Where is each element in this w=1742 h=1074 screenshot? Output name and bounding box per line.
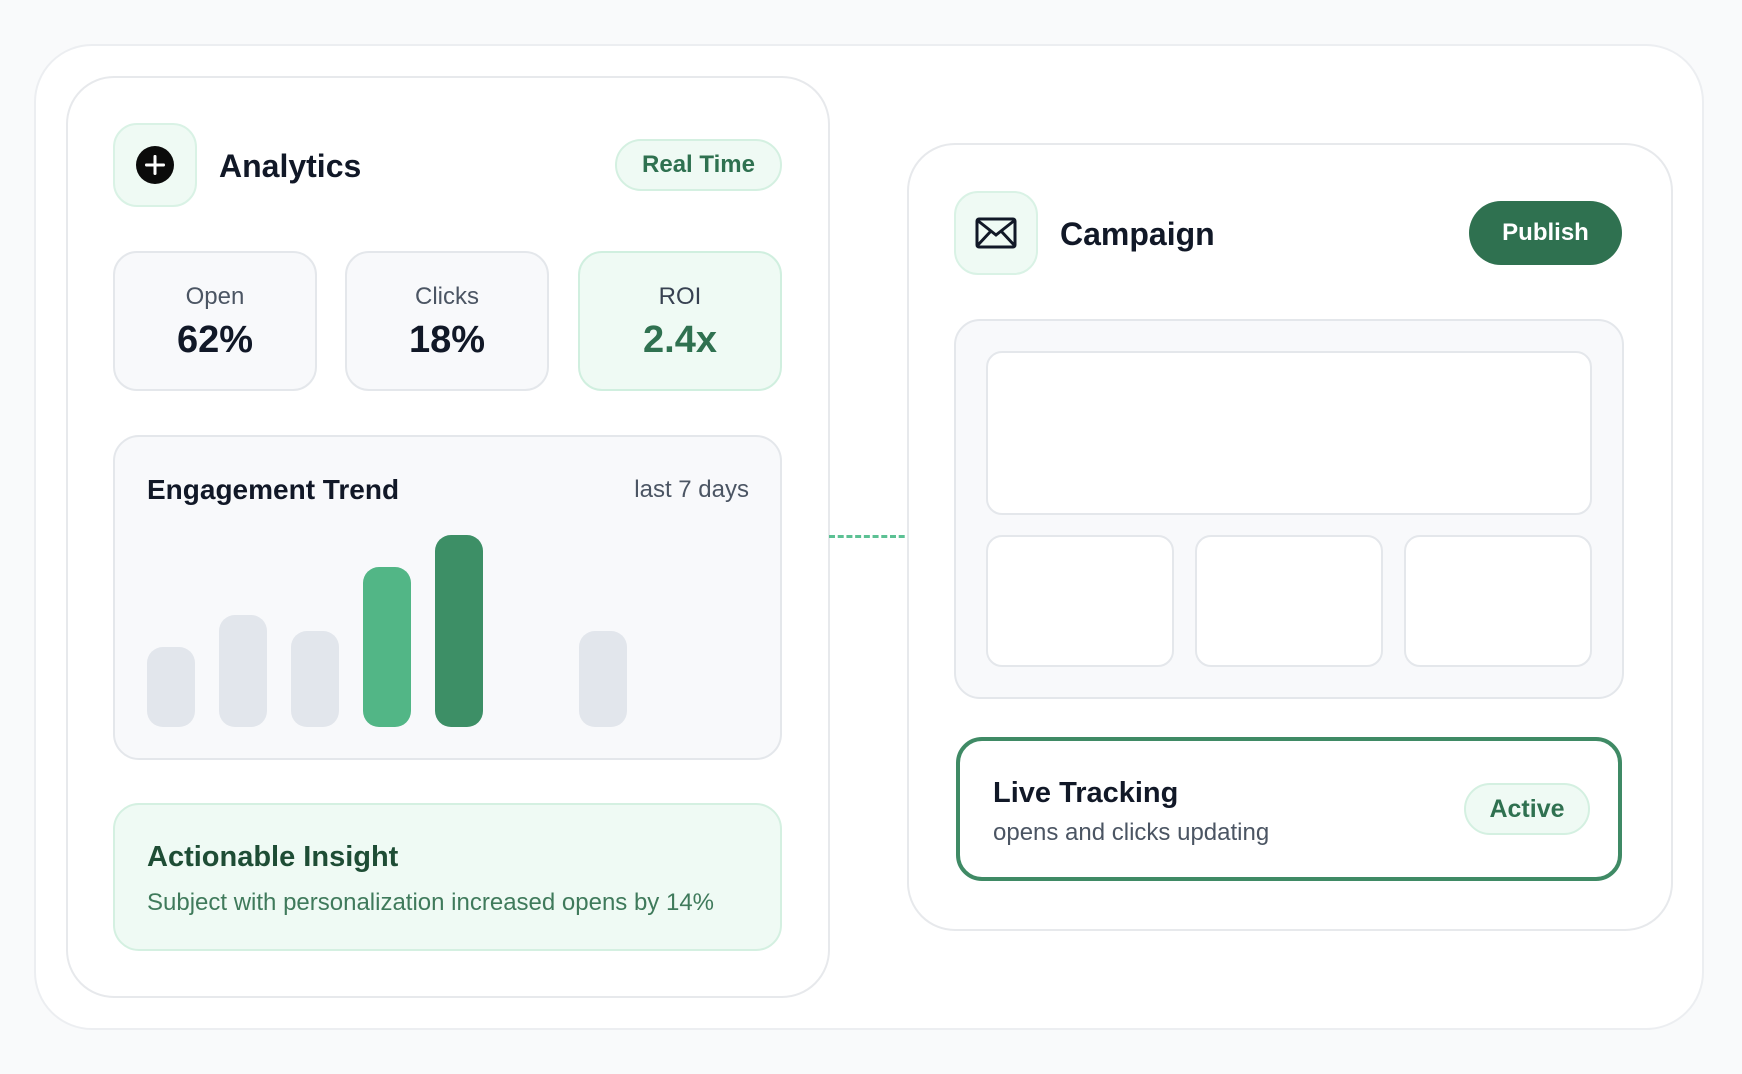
chart-bar <box>435 535 483 727</box>
status-badge: Active <box>1464 783 1590 835</box>
stat-value: 62% <box>176 319 254 361</box>
preview-block-3[interactable] <box>1404 535 1592 667</box>
stat-card-clicks: Clicks 18% <box>345 251 549 391</box>
insight-text: Subject with personalization increased o… <box>147 889 715 916</box>
preview-block-2[interactable] <box>1195 535 1383 667</box>
preview-header-block[interactable] <box>986 351 1592 515</box>
stat-value: 18% <box>408 319 486 361</box>
envelope-icon <box>975 217 1017 249</box>
campaign-title: Campaign <box>1060 216 1215 252</box>
stat-card-roi: ROI 2.4x <box>578 251 782 391</box>
dashed-connector <box>829 535 957 538</box>
engagement-trend-chart: Engagement Trend last 7 days <box>113 435 782 760</box>
live-tracking-subtitle: opens and clicks updating <box>993 819 1270 846</box>
stat-label: Clicks <box>415 283 479 310</box>
chart-title: Engagement Trend <box>147 474 400 505</box>
live-tracking-card: Live Tracking opens and clicks updating … <box>956 737 1622 881</box>
campaign-preview <box>954 319 1624 699</box>
chart-bar <box>291 631 339 727</box>
analytics-title: Analytics <box>219 148 362 184</box>
chart-bar <box>219 615 267 727</box>
real-time-badge: Real Time <box>615 139 782 191</box>
stat-card-open: Open 62% <box>113 251 317 391</box>
publish-button[interactable]: Publish <box>1469 201 1622 265</box>
stat-label: ROI <box>658 283 702 310</box>
actionable-insight-card: Actionable Insight Subject with personal… <box>113 803 782 951</box>
chart-range-label: last 7 days <box>634 476 749 503</box>
chart-bar <box>579 631 627 727</box>
stat-value: 2.4x <box>643 319 717 361</box>
live-tracking-title: Live Tracking <box>993 777 1179 809</box>
insight-title: Actionable Insight <box>147 841 399 873</box>
stat-label: Open <box>185 283 245 310</box>
preview-block-1[interactable] <box>986 535 1174 667</box>
chart-bar <box>147 647 195 727</box>
analytics-icon-tile[interactable] <box>113 123 197 207</box>
campaign-icon-tile[interactable] <box>954 191 1038 275</box>
plus-circle-icon <box>136 146 174 184</box>
chart-bar <box>363 567 411 727</box>
